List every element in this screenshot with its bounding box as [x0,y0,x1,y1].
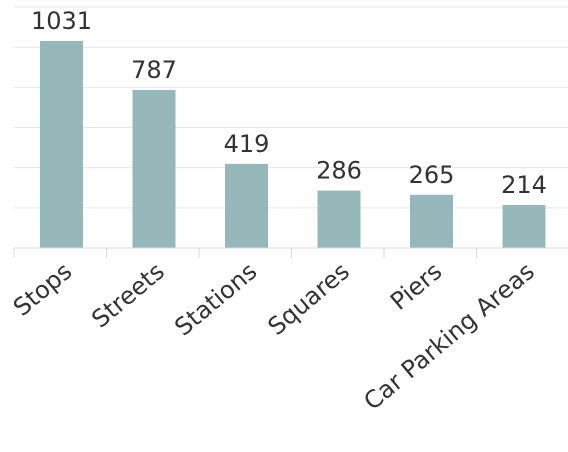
bar-car-parking-areas [502,205,546,248]
x-tick-label: Piers [385,257,447,316]
data-labels: 1031 787 419 286 265 214 [31,7,547,199]
x-tick-label: Streets [86,257,169,333]
data-label: 419 [224,130,270,158]
bar-streets [132,89,176,248]
x-tick-label: Stops [8,257,77,322]
gridlines [14,6,568,209]
bar-stops [40,40,83,248]
bars [40,40,546,248]
x-axis [13,247,568,258]
data-label: 1031 [31,7,92,35]
data-label: 214 [501,171,547,199]
bar-squares [317,190,361,248]
data-label: 265 [409,161,455,189]
bar-piers [410,194,453,248]
data-label: 787 [131,56,177,84]
bar-stations [225,163,268,248]
data-label: 286 [316,157,362,185]
x-tick-label: Squares [263,257,355,341]
x-tick-label: Stations [169,257,262,341]
x-tick-label: Car Parking Areas [358,257,539,416]
